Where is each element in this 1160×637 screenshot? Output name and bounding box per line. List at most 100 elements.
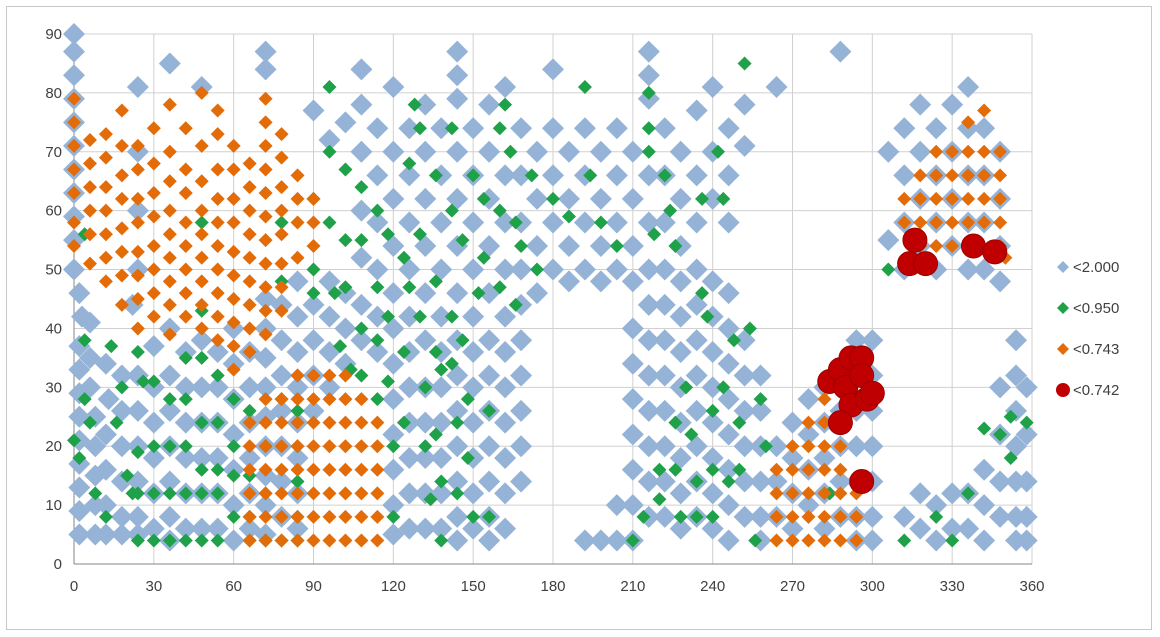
data-point	[625, 533, 640, 548]
data-point	[765, 470, 788, 493]
data-point	[701, 447, 724, 469]
data-point	[290, 168, 305, 183]
data-point	[290, 191, 305, 206]
data-point	[322, 215, 337, 230]
data-point	[318, 376, 341, 399]
x-tick-label: 0	[70, 578, 78, 595]
legend-label: <0.743	[1073, 341, 1119, 358]
data-point	[238, 376, 261, 399]
data-point	[146, 439, 161, 454]
data-point	[717, 458, 740, 481]
data-point	[925, 529, 948, 552]
data-point	[194, 321, 209, 336]
data-point	[849, 533, 864, 548]
data-point	[637, 164, 660, 187]
data-point	[396, 345, 411, 359]
data-point	[716, 191, 731, 206]
data-point	[801, 462, 816, 477]
data-point	[494, 258, 517, 281]
data-point	[354, 533, 369, 548]
data-point	[242, 403, 257, 418]
data-point	[242, 415, 257, 430]
data-point	[668, 462, 683, 477]
data-point	[621, 270, 644, 293]
data-point	[162, 274, 177, 289]
data-point	[913, 168, 928, 183]
data-point	[589, 235, 612, 257]
data-point	[178, 309, 193, 324]
data-point	[322, 368, 337, 383]
data-point	[254, 40, 277, 63]
data-point	[430, 447, 453, 469]
data-point	[781, 447, 804, 469]
data-point	[510, 435, 533, 458]
data-point	[194, 462, 209, 477]
data-point	[478, 329, 501, 352]
legend-marker	[1056, 383, 1070, 397]
data-point	[673, 509, 688, 524]
data-point	[446, 282, 469, 305]
data-point	[993, 427, 1008, 442]
data-point	[258, 486, 273, 501]
data-point	[306, 286, 321, 301]
data-point	[542, 117, 564, 140]
data-point	[689, 474, 704, 489]
data-point	[833, 462, 848, 477]
data-point	[902, 227, 928, 253]
data-point	[226, 268, 241, 283]
data-point	[945, 191, 960, 206]
data-point	[290, 392, 305, 407]
data-point	[471, 286, 486, 301]
data-point	[621, 494, 644, 517]
data-point	[178, 286, 193, 301]
tick-labels: 0 30 60 90 120 150 180 210 240 270 300 330 360 0 10 20 3…	[45, 26, 1044, 595]
data-point	[104, 339, 119, 354]
data-point	[210, 191, 225, 206]
data-point	[258, 115, 273, 130]
data-point	[274, 215, 289, 230]
data-point	[174, 517, 197, 540]
data-point	[494, 482, 517, 505]
data-point	[945, 239, 960, 253]
data-point	[726, 333, 741, 348]
data-point	[637, 364, 660, 387]
data-point	[258, 209, 273, 224]
data-point	[785, 439, 800, 454]
data-point	[973, 117, 996, 140]
data-point	[338, 280, 353, 295]
data-point	[130, 345, 145, 359]
data-point	[210, 486, 225, 501]
data-point	[338, 162, 353, 177]
data-point	[158, 399, 181, 422]
data-point	[621, 187, 644, 210]
data-point	[382, 388, 405, 411]
data-point	[685, 99, 708, 122]
data-point	[130, 162, 145, 177]
data-point	[290, 215, 305, 230]
data-point	[290, 474, 305, 489]
data-point	[462, 517, 485, 540]
y-tick-label: 10	[45, 497, 62, 514]
data-point	[162, 250, 177, 265]
data-point	[957, 258, 980, 281]
data-point	[194, 350, 209, 365]
data-point	[82, 227, 97, 242]
data-point	[717, 211, 740, 234]
data-point	[748, 533, 763, 548]
data-point	[130, 292, 145, 306]
data-point	[370, 439, 385, 454]
data-point	[829, 470, 852, 493]
data-point	[290, 509, 305, 524]
data-point	[210, 415, 225, 430]
data-point	[476, 191, 491, 206]
data-point	[749, 470, 772, 493]
data-point	[758, 439, 773, 454]
data-point	[849, 509, 864, 524]
data-point	[194, 486, 209, 501]
data-point	[109, 415, 124, 430]
data-point	[781, 411, 804, 434]
data-point	[306, 191, 321, 206]
data-point	[366, 117, 389, 140]
data-point	[370, 415, 385, 430]
data-point	[685, 329, 708, 352]
